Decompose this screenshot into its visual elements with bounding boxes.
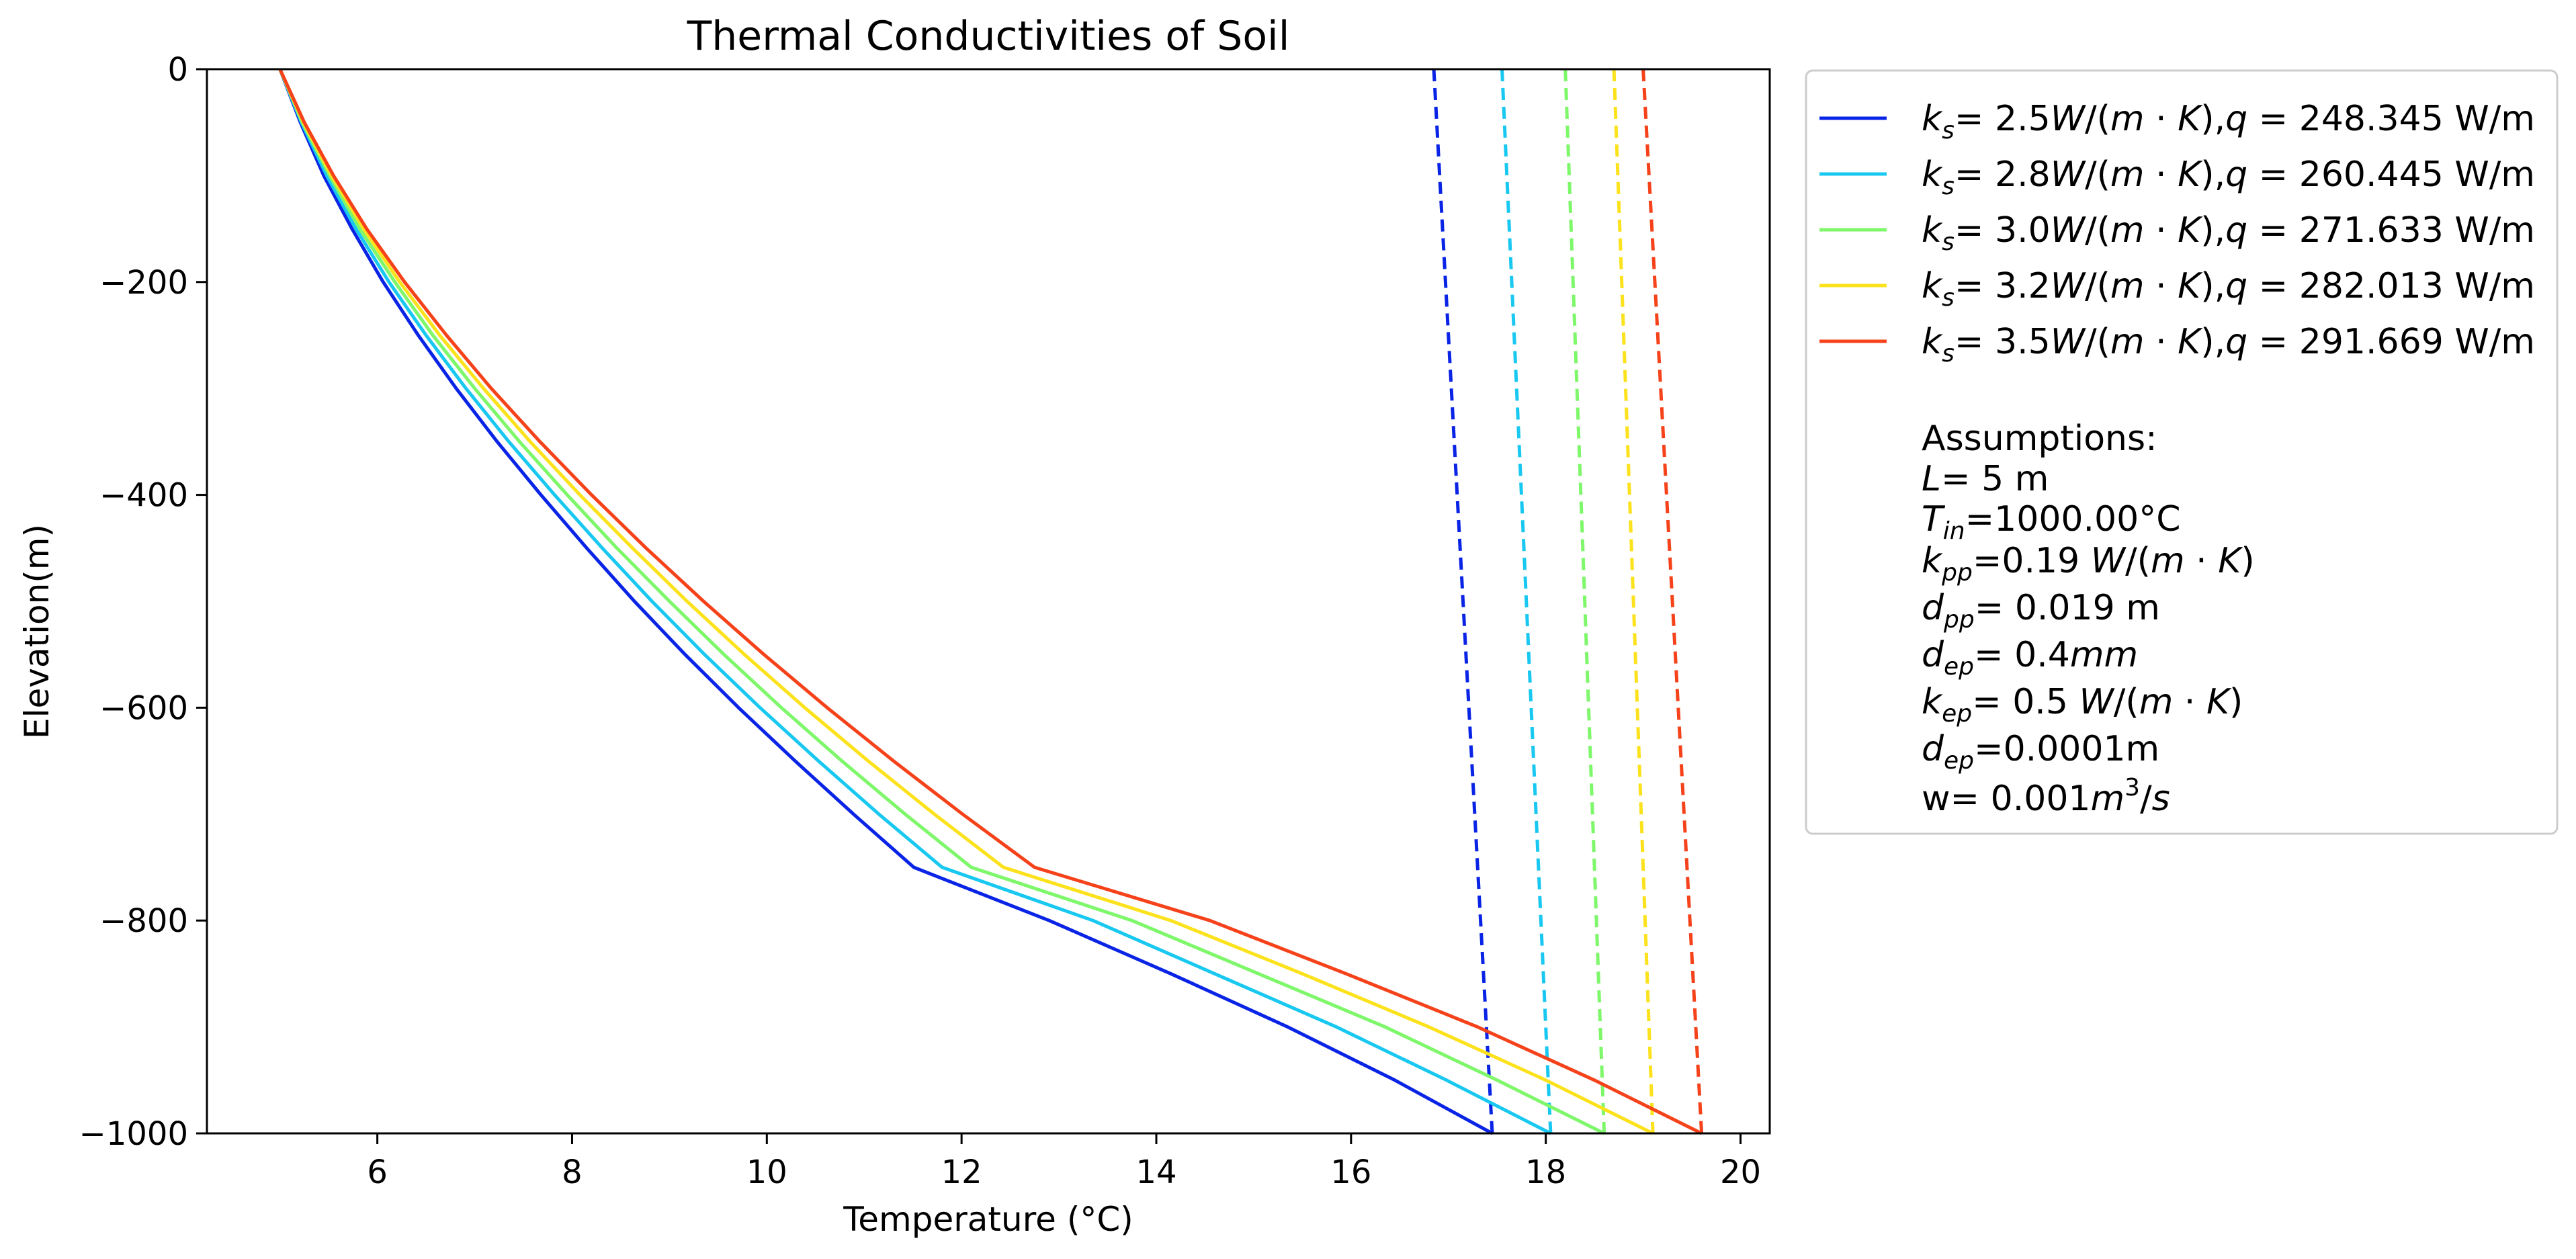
y-tick-label: −800 <box>99 902 188 940</box>
series-line-2 <box>278 69 1552 1135</box>
series-dashed-line-2 <box>1500 69 1553 1134</box>
x-tick-label: 16 <box>1330 1154 1371 1191</box>
legend-entries: ks= 2.5W/(m · K),q = 248.345 W/m ks= 2.8W… <box>1819 99 2535 367</box>
x-tick-label: 20 <box>1720 1154 1761 1191</box>
x-tick-label: 10 <box>746 1154 787 1191</box>
x-tick-label: 18 <box>1525 1154 1566 1191</box>
legend-box <box>1805 69 2559 835</box>
series-line-4 <box>278 68 1654 1135</box>
legend: ks= 2.5W/(m · K),q = 248.345 W/m ks= 2.8W… <box>1805 69 2559 835</box>
series-group <box>278 68 1704 1135</box>
y-tick-label: −400 <box>99 477 188 515</box>
legend-label-1: ks= 2.5W/(m · K),q = 248.345 W/m <box>1922 99 2535 144</box>
y-tick-label: −200 <box>99 264 188 302</box>
legend-label-3: ks= 3.0W/(m · K),q = 271.633 W/m <box>1922 210 2535 256</box>
x-tick-label: 6 <box>367 1154 388 1191</box>
assumption-dep-m: dep=0.0001m <box>1922 729 2159 775</box>
plot-frame <box>206 68 1771 1135</box>
y-tick-label: −600 <box>99 689 188 727</box>
x-tick-label: 8 <box>562 1154 583 1191</box>
x-tick-label: 12 <box>941 1154 982 1191</box>
assumption-dpp: dpp= 0.019 m <box>1922 588 2160 634</box>
assumptions-heading: Assumptions: <box>1922 419 2157 459</box>
y-tick-label: 0 <box>167 51 188 89</box>
series-line-5 <box>278 68 1703 1135</box>
legend-label-2: ks= 2.8W/(m · K),q = 260.445 W/m <box>1922 155 2535 200</box>
assumption-tin: Tin=1000.00°C <box>1922 499 2181 545</box>
x-axis-label: Temperature (°C) <box>843 1200 1133 1239</box>
series-dashed-line-5 <box>1641 69 1704 1134</box>
chart-title: Thermal Conductivities of Soil <box>687 13 1290 60</box>
axis-ticks: 6 8 10 12 14 16 18 20 0 −200 −400 −600 −800 −1000 <box>79 51 1761 1191</box>
assumption-dep-mm: dep= 0.4mm <box>1922 635 2138 681</box>
y-axis-label: Elevation(m) <box>17 524 56 739</box>
legend-label-5: ks= 3.5W/(m · K),q = 291.669 W/m <box>1922 322 2535 367</box>
series-dashed-line-3 <box>1563 69 1606 1134</box>
series-dashed-line-1 <box>1432 69 1494 1134</box>
assumption-l: L= 5 m <box>1922 459 2049 499</box>
series-line-1 <box>278 69 1494 1135</box>
series-line-3 <box>278 69 1605 1135</box>
legend-assumptions: Assumptions: L= 5 m Tin=1000.00°C kpp=0.… <box>1922 419 2255 819</box>
y-tick-label: −1000 <box>79 1115 188 1153</box>
assumption-kep: kep= 0.5 W/(m · K) <box>1922 682 2243 728</box>
series-dashed-line-4 <box>1612 69 1655 1134</box>
assumption-w: w= 0.001m3/s <box>1922 774 2170 819</box>
x-tick-label: 14 <box>1135 1154 1176 1191</box>
legend-label-4: ks= 3.2W/(m · K),q = 282.013 W/m <box>1922 266 2535 312</box>
assumption-kpp: kpp=0.19 W/(m · K) <box>1922 541 2255 587</box>
